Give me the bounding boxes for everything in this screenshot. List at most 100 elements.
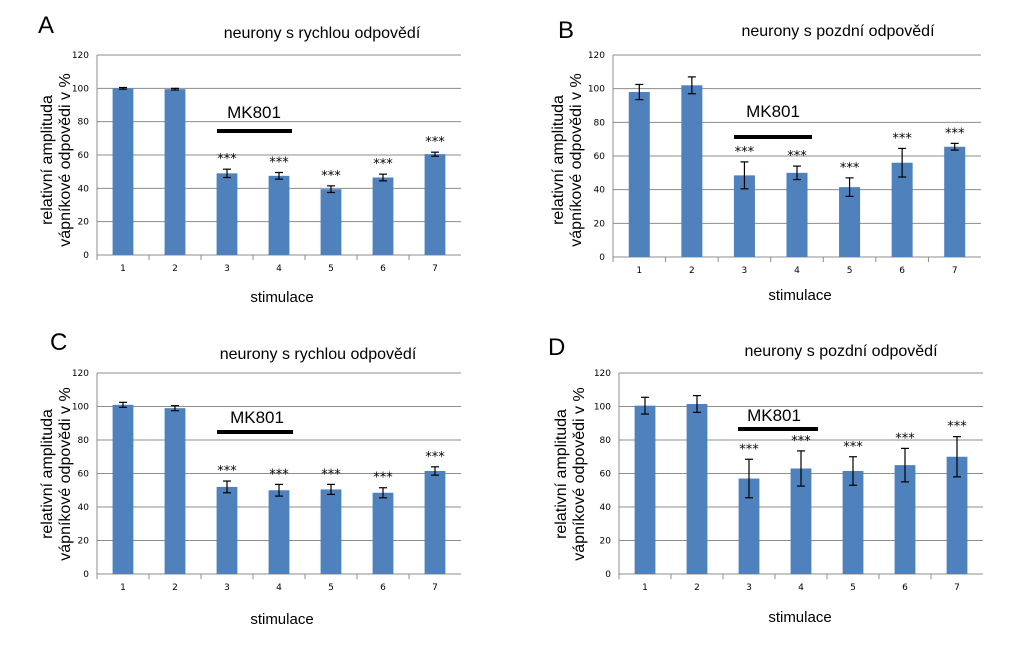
- bar: [424, 470, 446, 574]
- x-tick-label: 7: [432, 583, 438, 593]
- y-tick-label: 80: [78, 436, 90, 446]
- bar: [424, 154, 446, 255]
- x-tick-label: 5: [328, 264, 334, 274]
- y-tick-label: 20: [78, 218, 90, 228]
- bar: [216, 486, 238, 574]
- y-tick-label: 40: [594, 186, 606, 196]
- treatment-label: MK801: [747, 406, 801, 425]
- bar: [946, 456, 968, 574]
- bar: [839, 187, 861, 257]
- x-tick-label: 6: [902, 583, 908, 593]
- bar: [320, 489, 342, 574]
- bar: [112, 404, 134, 574]
- y-axis-label: relativní amplitudavápníkové odpovědi v …: [39, 387, 74, 560]
- y-axis-label-line: vápníkové odpovědi v %: [568, 73, 585, 246]
- significance-label: ***: [217, 152, 237, 167]
- x-tick-label: 5: [847, 266, 853, 276]
- significance-label: ***: [269, 467, 289, 482]
- significance-label: ***: [269, 156, 289, 171]
- bar: [372, 177, 394, 255]
- x-axis-label: stimulace: [250, 289, 313, 306]
- x-tick-label: 6: [899, 266, 905, 276]
- bar: [681, 85, 703, 257]
- y-tick-label: 40: [78, 503, 90, 513]
- bar: [320, 189, 342, 255]
- x-tick-label: 4: [276, 264, 282, 274]
- bar: [944, 146, 966, 257]
- panel-letter: C: [50, 329, 67, 356]
- x-axis-label: stimulace: [250, 611, 313, 628]
- bar: [268, 175, 290, 255]
- x-tick-label: 1: [120, 583, 126, 593]
- x-tick-label: 6: [380, 583, 386, 593]
- y-axis-label: relativní amplitudavápníkové odpovědi v …: [550, 73, 585, 246]
- significance-label: ***: [840, 161, 860, 176]
- significance-label: ***: [791, 434, 811, 449]
- chart-title: neurony s rychlou odpovědí: [224, 25, 421, 42]
- x-tick-label: 5: [328, 583, 334, 593]
- y-tick-label: 0: [83, 570, 89, 580]
- x-tick-label: 3: [746, 583, 752, 593]
- x-tick-label: 2: [172, 264, 178, 274]
- significance-label: ***: [895, 431, 915, 446]
- panel-letter: A: [38, 12, 54, 39]
- chart-title: neurony s rychlou odpovědí: [220, 346, 417, 363]
- y-tick-label: 40: [600, 503, 612, 513]
- x-tick-label: 2: [172, 583, 178, 593]
- y-axis-label-line: vápníkové odpovědi v %: [57, 387, 74, 560]
- x-tick-label: 4: [794, 266, 800, 276]
- bar: [628, 92, 650, 258]
- treatment-label: MK801: [746, 102, 800, 121]
- x-tick-label: 7: [432, 264, 438, 274]
- bar: [733, 175, 755, 257]
- y-tick-label: 40: [78, 184, 90, 194]
- bar: [894, 465, 916, 574]
- x-tick-label: 4: [798, 583, 804, 593]
- significance-label: ***: [739, 442, 759, 457]
- y-tick-label: 120: [588, 51, 605, 61]
- y-axis-label-line: vápníkové odpovědi v %: [571, 387, 588, 560]
- significance-label: ***: [945, 126, 965, 141]
- y-axis-label-line: relativní amplituda: [553, 409, 570, 539]
- bar: [634, 405, 656, 574]
- x-tick-label: 5: [850, 583, 856, 593]
- y-tick-label: 80: [600, 436, 612, 446]
- x-tick-label: 1: [120, 264, 126, 274]
- y-axis-label-line: vápníkové odpovědi v %: [57, 73, 74, 246]
- y-tick-label: 120: [72, 51, 89, 61]
- significance-label: ***: [373, 471, 393, 486]
- bar: [891, 162, 913, 257]
- bar: [164, 408, 186, 574]
- bar: [216, 173, 238, 255]
- y-tick-label: 80: [594, 118, 606, 128]
- significance-label: ***: [217, 464, 237, 479]
- y-tick-label: 20: [594, 219, 606, 229]
- x-tick-label: 2: [689, 266, 695, 276]
- significance-label: ***: [843, 440, 863, 455]
- y-tick-label: 60: [594, 152, 606, 162]
- y-tick-label: 100: [72, 84, 89, 94]
- significance-label: ***: [425, 450, 445, 465]
- x-tick-label: 7: [952, 266, 958, 276]
- y-tick-label: 60: [78, 151, 90, 161]
- bar: [164, 89, 186, 256]
- bar: [372, 492, 394, 574]
- x-tick-label: 3: [224, 583, 230, 593]
- y-tick-label: 100: [72, 403, 89, 413]
- x-tick-label: 3: [224, 264, 230, 274]
- significance-label: ***: [321, 467, 341, 482]
- significance-label: ***: [892, 131, 912, 146]
- y-tick-label: 120: [72, 369, 89, 379]
- x-tick-label: 6: [380, 264, 386, 274]
- significance-label: ***: [787, 149, 807, 164]
- y-tick-label: 60: [600, 470, 612, 480]
- y-tick-label: 0: [605, 570, 611, 580]
- bar: [786, 172, 808, 257]
- y-tick-label: 0: [83, 251, 89, 261]
- chart-title: neurony s pozdní odpovědí: [741, 23, 935, 40]
- bar: [686, 403, 708, 574]
- y-axis-label-line: relativní amplituda: [39, 409, 56, 539]
